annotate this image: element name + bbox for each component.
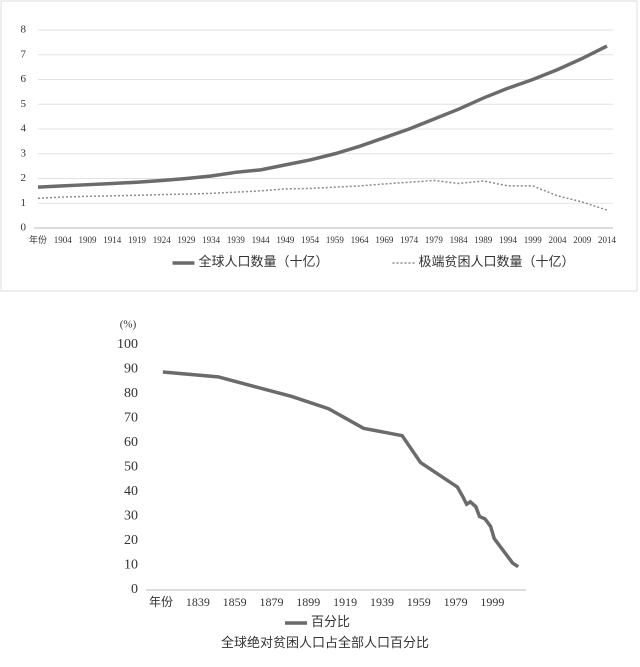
y-tick-label: 7 (21, 48, 27, 60)
x-tick-label: 1954 (301, 235, 320, 245)
x-tick-label: 1879 (259, 595, 283, 609)
x-tick-label: 2004 (549, 235, 568, 245)
y-tick-label: 10 (124, 558, 138, 573)
y-tick-label: 3 (21, 147, 27, 159)
x-tick-label: 1959 (326, 235, 345, 245)
x-tick-label: 1914 (103, 235, 122, 245)
x-tick-label: 1899 (296, 595, 320, 609)
x-tick-label: 1979 (425, 235, 444, 245)
y-tick-label: 40 (124, 484, 138, 499)
x-tick-label: 1999 (480, 595, 504, 609)
y-tick-label: 70 (124, 411, 138, 426)
x-tick-label: 1979 (444, 595, 468, 609)
y-tick-label: 5 (21, 98, 27, 110)
x-tick-label: 2014 (598, 235, 617, 245)
chart-frame (0, 0, 638, 292)
line-series (162, 370, 520, 569)
x-tick-label: 1964 (351, 235, 370, 245)
x-tick-label: 1904 (54, 235, 73, 245)
chart-caption: 全球绝对贫困人口占全部人口百分比 (221, 635, 429, 650)
line-series (37, 44, 608, 189)
x-tick-label: 1929 (177, 235, 196, 245)
y-tick-label: 0 (21, 222, 27, 234)
x-tick-label: 1859 (223, 595, 247, 609)
x-tick-label: 年份 (29, 234, 47, 245)
x-tick-label: 1949 (276, 235, 295, 245)
x-tick-label: 1984 (450, 235, 469, 245)
y-tick-label: 1 (21, 197, 27, 209)
legend-label: 极端贫困人口数量（十亿） (419, 254, 575, 269)
y-tick-label: 100 (117, 337, 138, 352)
x-tick-label: 1934 (202, 235, 221, 245)
x-tick-label: 1919 (128, 235, 147, 245)
y-tick-label: 80 (124, 386, 138, 401)
y-tick-label: 6 (21, 73, 27, 85)
x-tick-label: 1909 (78, 235, 97, 245)
y-tick-label: 8 (21, 24, 27, 36)
y-axis-label: (%) (120, 319, 137, 331)
x-tick-label: 1969 (375, 235, 394, 245)
x-tick-label: 1839 (186, 595, 210, 609)
y-tick-label: 0 (131, 582, 138, 597)
legend-label: 全球人口数量（十亿） (199, 254, 329, 269)
y-tick-label: 50 (124, 460, 138, 475)
y-tick-label: 4 (21, 123, 27, 135)
y-tick-label: 30 (124, 509, 138, 524)
x-tick-label: 1989 (474, 235, 493, 245)
y-tick-label: 90 (124, 362, 138, 377)
x-tick-label: 年份 (149, 595, 173, 609)
x-tick-label: 1959 (407, 595, 431, 609)
x-tick-label: 1974 (400, 235, 419, 245)
y-tick-label: 2 (21, 172, 27, 184)
legend-label: 百分比 (311, 614, 350, 629)
x-tick-label: 1999 (524, 235, 543, 245)
x-tick-label: 1944 (252, 235, 271, 245)
x-tick-label: 1919 (333, 595, 357, 609)
y-tick-label: 60 (124, 435, 138, 450)
x-tick-label: 1939 (370, 595, 394, 609)
x-tick-label: 1939 (227, 235, 246, 245)
x-tick-label: 1924 (153, 235, 172, 245)
x-tick-label: 1994 (499, 235, 518, 245)
y-tick-label: 20 (124, 533, 138, 548)
x-tick-label: 2009 (573, 235, 592, 245)
line-series (37, 179, 608, 211)
